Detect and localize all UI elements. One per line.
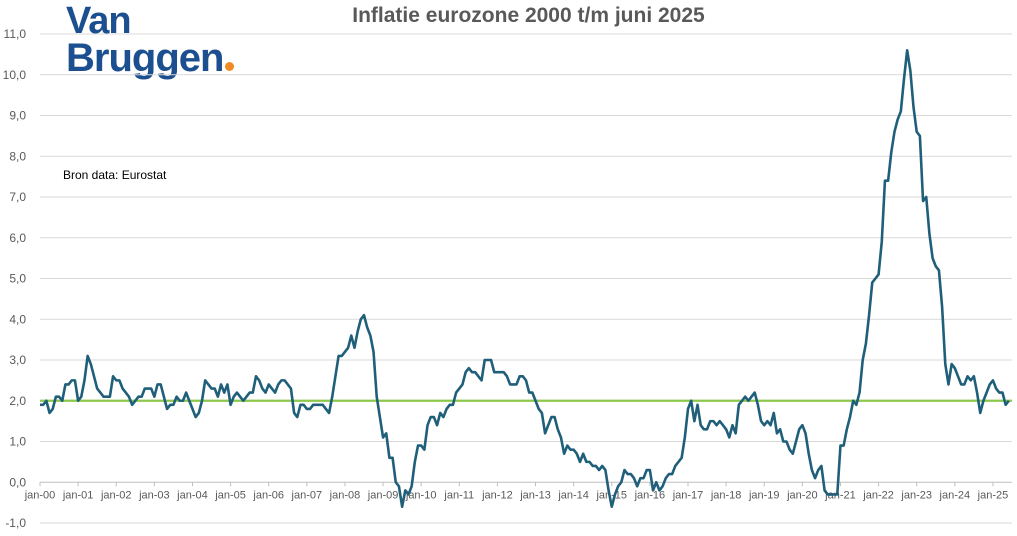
x-tick-label: jan-05 [214,489,246,501]
x-tick-label: jan-11 [443,489,474,501]
x-tick-label: jan-09 [367,489,399,501]
y-tick-label: 10,0 [3,68,27,82]
x-tick-label: jan-10 [405,489,437,501]
y-tick-label: 8,0 [9,149,26,163]
chart-title: Inflatie eurozone 2000 t/m juni 2025 [352,4,705,27]
x-tick-label: jan-07 [291,489,323,501]
y-tick-label: 0,0 [9,475,26,489]
logo-dot [225,62,235,71]
y-tick-label: 11,0 [4,27,27,41]
y-tick-label: 1,0 [9,435,26,449]
y-tick-label: -1,0 [5,516,26,530]
x-tick-label: jan-20 [786,489,818,501]
logo-line-2-text: Bruggen [66,36,224,80]
x-tick-label: jan-14 [557,489,589,501]
x-tick-label: jan-23 [900,489,932,501]
x-tick-label: jan-24 [939,489,971,501]
x-tick-label: jan-21 [824,489,856,501]
y-tick-label: 5,0 [9,272,26,286]
y-tick-label: 7,0 [9,190,26,204]
x-tick-label: jan-25 [977,489,1009,501]
grid-lines [40,33,1012,524]
x-tick-label: jan-01 [62,489,94,501]
brand-logo: Van Bruggen [66,2,235,80]
y-axis-ticks: -1,0 0,0 1,0 2,0 3,0 4,0 5,0 6,0 7,0 8,0 9,0 10,0 11… [3,27,27,530]
x-tick-label: jan-18 [710,489,742,501]
x-tick-label: jan-15 [595,489,627,501]
source-note: Bron data: Eurostat [63,168,167,182]
x-tick-label: jan-13 [519,489,551,501]
x-tick-label: jan-08 [329,489,361,501]
x-tick-label: jan-03 [138,489,170,501]
y-tick-label: 3,0 [9,353,26,367]
logo-line-2: Bruggen [66,36,235,80]
y-tick-label: 2,0 [9,394,26,408]
x-tick-label: jan-16 [634,489,666,501]
x-tick-label: jan-06 [252,489,284,501]
y-tick-label: 4,0 [9,312,26,326]
x-tick-label: jan-00 [24,489,56,501]
x-tick-label: jan-12 [481,489,513,501]
x-tick-label: jan-22 [862,489,894,501]
x-tick-label: jan-19 [748,489,780,501]
y-tick-label: 9,0 [9,109,26,123]
x-tick-label: jan-04 [176,489,208,501]
inflation-series-line [40,49,1010,508]
x-tick-label: jan-02 [100,489,132,501]
y-tick-label: 6,0 [9,231,26,245]
x-axis-ticks: jan-00 jan-01 jan-02 jan-03 jan-04 jan-05 jan-… [24,482,1009,501]
x-tick-label: jan-17 [672,489,704,501]
